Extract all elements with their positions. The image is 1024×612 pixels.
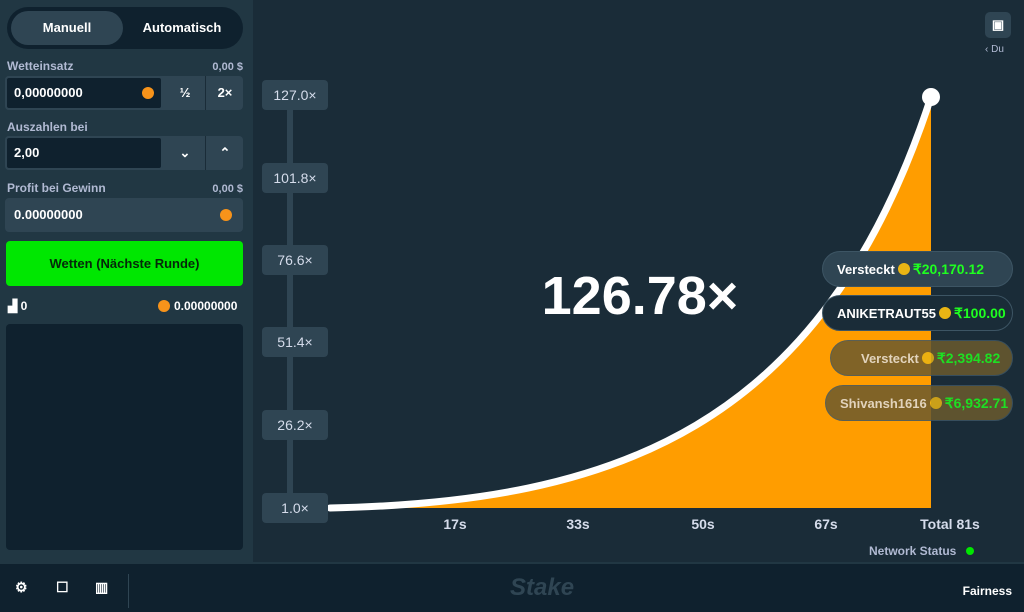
up-button[interactable]: ⌃ [205,136,244,170]
tab[interactable]: Manuell [11,11,123,45]
bet-row: 0,00000000 ½ 2× [5,76,243,110]
footer: ⚙ ☐ ▥ Stake Fairness [0,562,1024,612]
bet-pill: Shivansh1616 ₹6,932.71 [825,385,1013,421]
y-label: 127.0× [262,80,328,110]
half-button[interactable]: ½ [179,85,191,100]
y-label: 1.0× [262,493,328,523]
amount: ₹100.00 [953,305,1006,321]
down-button[interactable]: ⌄ [179,145,191,160]
x-label: 17s [443,516,467,532]
bet-pill: ANIKETRAUT55 ₹100.00 [822,295,1013,331]
graph [287,88,940,512]
label: Auszahlen bei [7,120,88,134]
name: Versteckt [861,351,919,366]
x-label: 33s [566,516,590,532]
usd: 0,00 $ [212,183,243,195]
usd: 0,00 $ [212,61,243,73]
name: Versteckt [837,262,895,277]
fairness-link[interactable]: Fairness [962,584,1012,598]
count: 0 [20,299,28,313]
players-count: ▟ 0 [8,299,28,313]
y-label: 26.2× [262,410,328,440]
user-icon[interactable]: ▣ [985,12,1011,38]
curve-head [922,88,940,106]
coin-icon [158,300,170,312]
y-label: 76.6× [262,245,328,275]
user-link[interactable]: ‹ Du [985,44,1004,55]
bet-button[interactable]: Wetten (Nächste Runde) [6,241,243,286]
cashout-input[interactable]: 2,00 [5,136,163,170]
amount: ₹20,170.12 [912,261,985,277]
label: Wetteinsatz [7,59,74,73]
tab[interactable]: Automatisch [142,20,222,35]
curve-area [330,97,931,508]
y-label: 101.8× [262,163,328,193]
amount: ₹6,932.71 [944,395,1009,411]
stats-icon[interactable]: ▥ [95,579,109,595]
curve [326,93,935,512]
name: ANIKETRAUT55 [837,306,936,321]
cashout-row: 2,00 ⌄ ⌃ [5,136,243,170]
network-label: Network Status [869,544,957,558]
balance: 0.00000000 [174,299,238,313]
bet-input[interactable]: 0,00000000 [5,76,163,110]
bet-pill: Versteckt ₹2,394.82 [830,340,1013,376]
x-label: 50s [691,516,715,532]
x-label: Total 81s [920,516,980,532]
divider [128,574,129,608]
theatre-icon[interactable]: ☐ [56,579,69,595]
network-status[interactable]: Network Status [869,544,974,558]
sidebar: Manuell Automatisch Wetteinsatz 0,00 $ 0… [0,0,253,562]
label: Profit bei Gewinn [7,181,106,195]
tab-bar: Manuell Automatisch [7,7,243,49]
y-label: 51.4× [262,327,328,357]
user: Du [991,44,1004,55]
profit-field: 0.00000000 [5,198,243,232]
name: Shivansh1616 [840,396,927,411]
axis-track [287,100,293,510]
amount: ₹2,394.82 [936,350,1001,366]
double-button[interactable]: 2× [205,76,244,110]
bet-list [6,324,243,550]
multiplier: 126.78× [541,266,739,326]
bet-pill: Versteckt ₹20,170.12 [822,251,1013,287]
x-label: 67s [814,516,838,532]
coin-icon [220,209,232,221]
coin-icon [142,87,154,99]
logo: Stake [510,574,575,601]
settings-icon[interactable]: ⚙ [15,579,28,595]
